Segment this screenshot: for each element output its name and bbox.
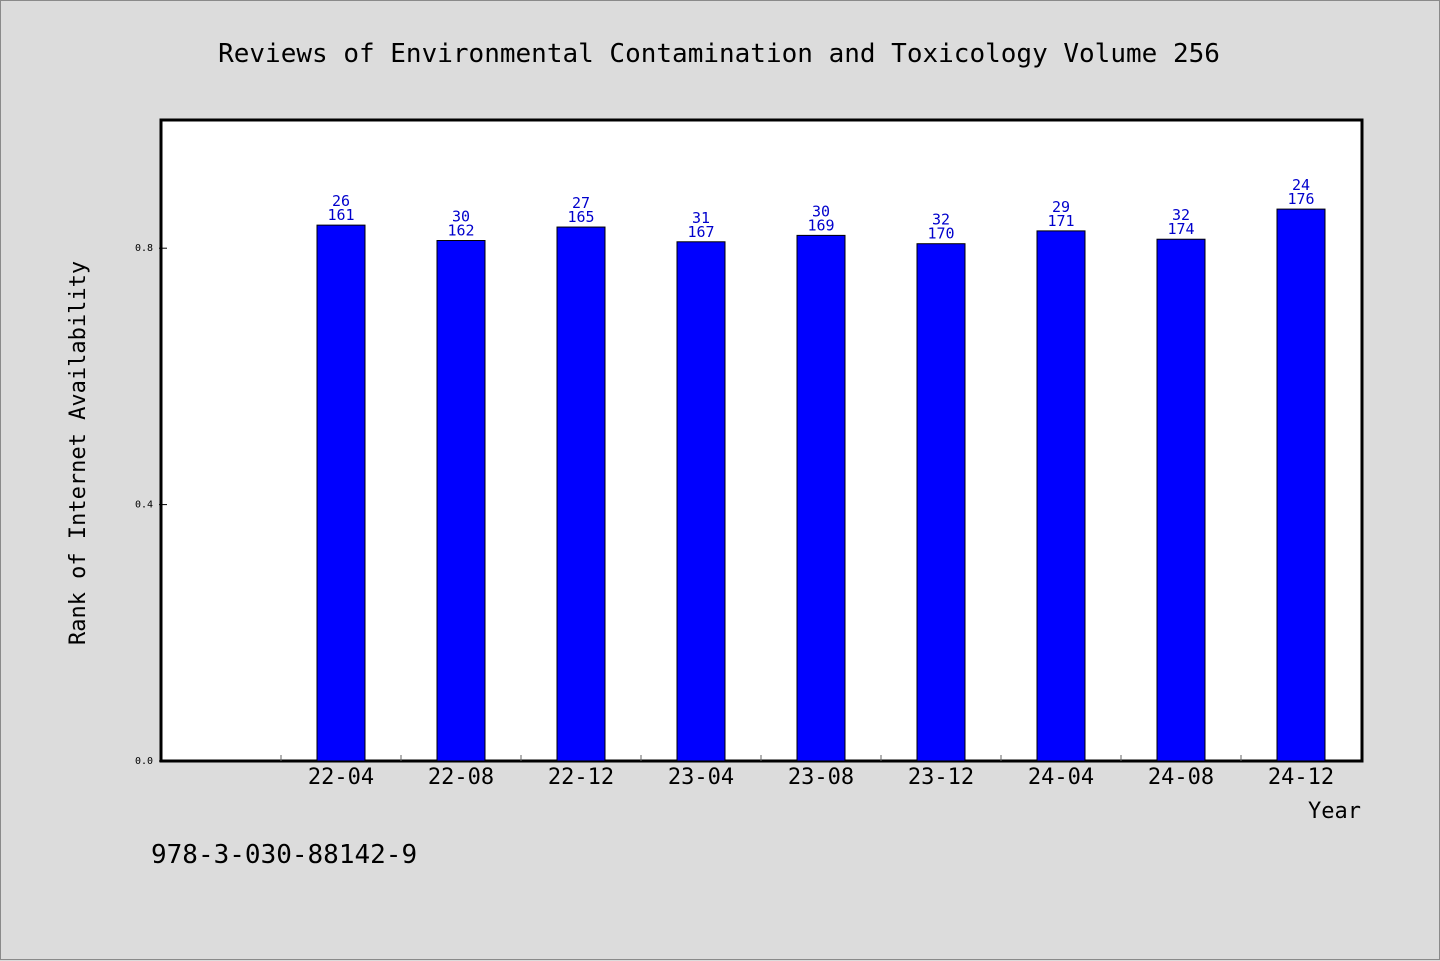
- y-tick-label: 0.4: [135, 500, 153, 511]
- data-label-top: 27: [572, 194, 590, 212]
- x-tick-label: 23-12: [908, 765, 974, 790]
- x-tick-label: 24-08: [1148, 765, 1214, 790]
- data-label-top: 24: [1292, 176, 1310, 194]
- bar: [556, 226, 606, 762]
- bar: [916, 243, 966, 762]
- bar: [1156, 238, 1206, 762]
- bar: [1036, 230, 1086, 762]
- y-axis-title: Rank of Internet Availability: [66, 261, 91, 645]
- x-tick-label: 23-04: [668, 765, 734, 790]
- data-label-bottom: 171: [1047, 212, 1074, 230]
- data-label-top: 30: [812, 202, 830, 220]
- chart-title: Reviews of Environmental Contamination a…: [218, 39, 1220, 69]
- bars-group: [316, 208, 1326, 762]
- data-label-bottom: 162: [447, 222, 474, 240]
- data-label-bottom: 174: [1167, 220, 1194, 238]
- x-tick-label: 22-12: [548, 765, 614, 790]
- data-label-bottom: 167: [687, 223, 714, 241]
- data-label-top: 32: [1172, 206, 1190, 224]
- x-axis: 22-04 22-08 22-12 23-04 23-08 23-12 24-04 24-08…: [280, 755, 1334, 790]
- data-label-bottom: 176: [1287, 190, 1314, 208]
- bar: [676, 241, 726, 762]
- y-axis: 0.0 0.4 0.8: [135, 243, 167, 767]
- isbn-label: 978-3-030-88142-9: [151, 840, 417, 870]
- x-tick-label: 22-04: [308, 765, 374, 790]
- data-label-top: 30: [452, 208, 470, 226]
- data-label-top: 29: [1052, 198, 1070, 216]
- x-axis-title: Year: [1308, 799, 1361, 824]
- bar: [796, 234, 846, 762]
- data-label-top: 31: [692, 209, 710, 227]
- x-tick-label: 23-08: [788, 765, 854, 790]
- data-label-bottom: 161: [327, 206, 354, 224]
- data-label-bottom: 165: [567, 208, 594, 226]
- x-tick-label: 24-04: [1028, 765, 1094, 790]
- bar: [1276, 208, 1326, 762]
- x-tick-label: 22-08: [428, 765, 494, 790]
- data-label-bottom: 169: [807, 216, 834, 234]
- data-label-bottom: 170: [927, 225, 954, 243]
- bar: [436, 240, 486, 762]
- data-label-top: 32: [932, 211, 950, 229]
- y-tick-label: 0.8: [135, 243, 153, 254]
- data-label-top: 26: [332, 192, 350, 210]
- x-tick-label: 24-12: [1268, 765, 1334, 790]
- bar: [316, 224, 366, 762]
- y-tick-label: 0.0: [135, 756, 153, 767]
